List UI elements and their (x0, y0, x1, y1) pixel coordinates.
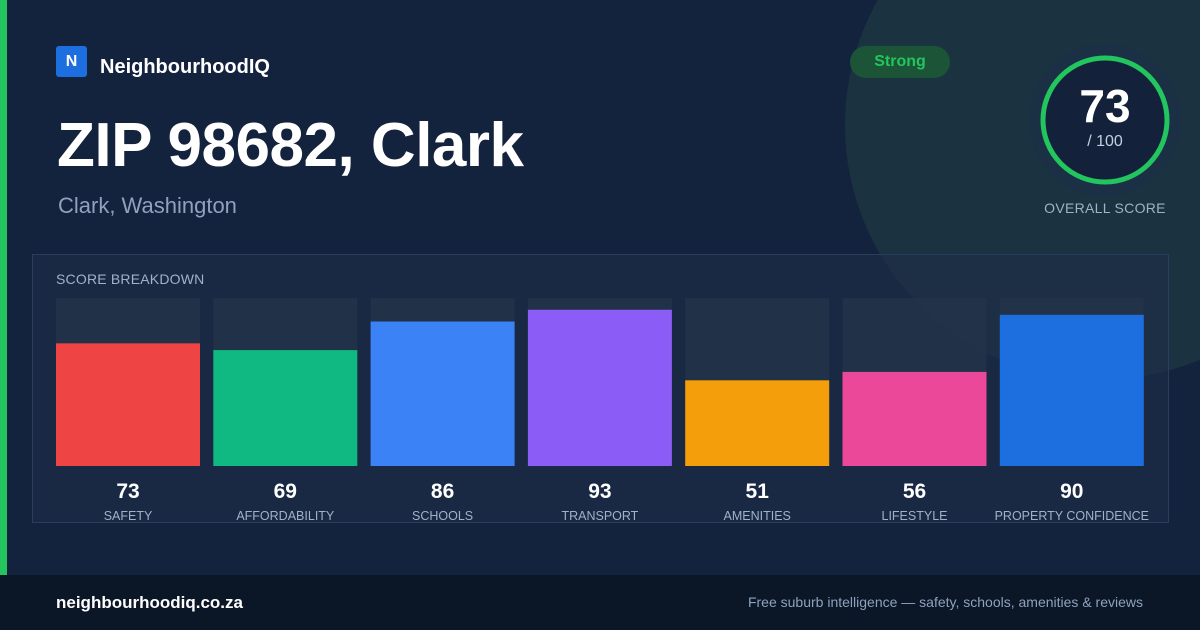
bar-affordability (213, 350, 358, 466)
bar-value-label: 69 (274, 480, 297, 503)
overall-score-value: 73 (1079, 80, 1131, 132)
bar-property-confidence (999, 314, 1144, 466)
overall-score-label: OVERALL SCORE (1044, 200, 1166, 216)
bar-category-label: AFFORDABILITY (236, 509, 335, 523)
bar-value-label: 73 (116, 480, 139, 503)
bar-amenities (685, 380, 830, 466)
bar-category-label: AMENITIES (724, 509, 791, 523)
share-card: N NeighbourhoodIQ ZIP 98682, Clark Clark… (0, 0, 1200, 575)
bar-value-label: 90 (1060, 480, 1083, 503)
bar-safety (56, 343, 200, 466)
rating-badge: Strong (850, 46, 950, 78)
bar-schools (370, 321, 515, 466)
bar-category-label: LIFESTYLE (882, 509, 948, 523)
bar-value-label: 51 (746, 480, 770, 503)
page-title: ZIP 98682, Clark (57, 111, 524, 180)
footer-url-link[interactable]: neighbourhoodiq.co.za (56, 593, 243, 612)
bar-category-label: SAFETY (104, 509, 153, 523)
footer (0, 575, 1200, 630)
bar-category-label: TRANSPORT (561, 509, 638, 523)
bar-value-label: 93 (588, 480, 611, 503)
overall-score-gauge: 73 / 100 (1028, 43, 1182, 197)
score-breakdown-title: SCORE BREAKDOWN (56, 271, 205, 287)
bar-transport (527, 309, 672, 466)
bar-category-label: PROPERTY CONFIDENCE (995, 509, 1149, 523)
brand-logo-icon: N (56, 46, 87, 77)
score-breakdown-chart: 73 SAFETY 69 AFFORDABILITY 86 SCHOOLS 93 TRANSP… (56, 298, 1149, 523)
bar-value-label: 86 (431, 480, 454, 503)
bar-lifestyle (842, 371, 987, 466)
bar-category-label: SCHOOLS (412, 509, 473, 523)
accent-bar (0, 0, 7, 575)
footer-tagline: Free suburb intelligence — safety, schoo… (747, 594, 1143, 610)
gauge-ring (1029, 44, 1181, 196)
bar-value-label: 56 (903, 480, 926, 503)
overall-score-max: / 100 (1087, 133, 1123, 150)
location-subtitle: Clark, Washington (58, 193, 237, 218)
brand-name: NeighbourhoodIQ (100, 56, 270, 78)
